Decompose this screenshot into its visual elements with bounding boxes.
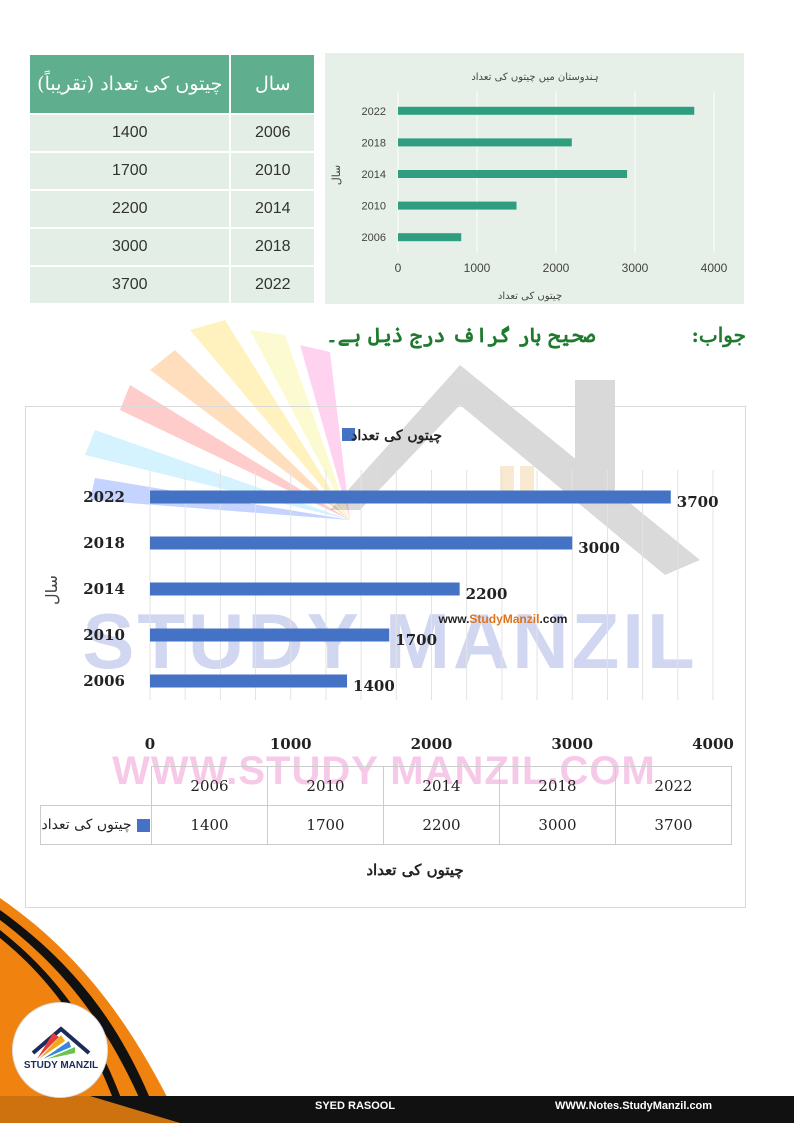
data-table-corner	[40, 766, 152, 806]
cell-count: 3700	[27, 265, 232, 305]
small-chart-title: ہندوستان میں چیتوں کی تعداد	[471, 72, 598, 83]
big-data-label: 2200	[466, 585, 508, 603]
big-chart-bar	[150, 490, 671, 504]
table-row: 3000 2018	[27, 227, 316, 267]
cell-year: 2010	[229, 151, 316, 191]
big-x-tick-label: 4000	[692, 735, 734, 753]
small-y-tick-label: 2022	[362, 106, 386, 118]
cheetah-data-table: چیتوں کی تعداد (تقریباً) سال 1400 2006 1…	[27, 53, 316, 305]
small-chart-bar	[398, 106, 695, 115]
big-data-label: 3700	[677, 493, 719, 511]
big-y-tick-label: 2022	[83, 488, 125, 506]
data-table-year: 2022	[615, 766, 732, 806]
big-chart-bar	[150, 628, 390, 642]
small-y-tick-label: 2018	[362, 137, 386, 149]
big-chart-bar	[150, 536, 573, 550]
cell-count: 1700	[27, 151, 232, 191]
legend-label: چیتوں کی تعداد	[351, 428, 442, 444]
big-chart-xlabel: چیتوں کی تعداد	[366, 861, 464, 879]
footer-graphic	[0, 898, 794, 1123]
watermark-center-url: www.StudyManzil.com	[438, 612, 568, 626]
big-chart-ylabel: سال	[42, 575, 61, 605]
big-chart-frame	[25, 406, 746, 908]
small-bar-chart: ہندوستان میں چیتوں کی تعداد سال چیتوں کی…	[330, 72, 728, 302]
big-data-label: 1700	[395, 631, 437, 649]
footer-author: SYED RASOOL	[315, 1100, 396, 1112]
big-x-tick-label: 1000	[270, 735, 312, 753]
big-y-tick-label: 2006	[83, 672, 125, 690]
small-x-tick-label: 2000	[543, 261, 570, 275]
data-table-value: 3700	[615, 805, 732, 845]
data-table-year: 2006	[151, 766, 268, 806]
data-table-value: 3000	[499, 805, 616, 845]
small-chart-ylabel: سال	[330, 165, 343, 186]
data-table-value: 1400	[151, 805, 268, 845]
footer-orange-base	[0, 1096, 180, 1123]
big-chart-data-table: 2006 2010 2014 2018 2022 چیتوں کی تعداد …	[40, 766, 732, 845]
big-x-tick-label: 0	[145, 735, 155, 753]
small-chart-bar	[398, 138, 572, 147]
small-x-tick-label: 1000	[464, 261, 491, 275]
small-y-tick-label: 2006	[362, 232, 386, 244]
data-table-value: 1700	[267, 805, 384, 845]
small-bar-chart-panel: ہندوستان میں چیتوں کی تعداد سال چیتوں کی…	[325, 53, 744, 304]
data-table-year-row: 2006 2010 2014 2018 2022	[40, 766, 732, 806]
small-chart-bar	[398, 233, 462, 242]
cell-year: 2006	[229, 113, 316, 153]
cell-count: 2200	[27, 189, 232, 229]
logo-text: STUDY MANZIL	[23, 1060, 99, 1071]
small-x-tick-label: 4000	[701, 261, 728, 275]
big-y-tick-label: 2014	[83, 580, 125, 598]
table-row: 1400 2006	[27, 113, 316, 153]
table-row: 2200 2014	[27, 189, 316, 229]
data-table-year: 2010	[267, 766, 384, 806]
header-year: سال	[229, 53, 316, 115]
table-row: 1700 2010	[27, 151, 316, 191]
logo-house-icon	[31, 1026, 91, 1059]
small-y-tick-label: 2014	[362, 169, 386, 181]
legend-swatch	[342, 428, 355, 441]
big-chart-legend: چیتوں کی تعداد	[342, 428, 442, 444]
small-chart-xlabel: چیتوں کی تعداد	[498, 291, 562, 302]
data-table-swatch	[137, 818, 151, 832]
data-table-year: 2014	[383, 766, 500, 806]
big-data-label: 3000	[578, 539, 620, 557]
big-y-tick-label: 2018	[83, 534, 125, 552]
table-row: 3700 2022	[27, 265, 316, 305]
answer-text: صحیح بار گراف درج ذیل ہے۔	[326, 323, 596, 347]
footer-website-link[interactable]: WWW.Notes.StudyManzil.com	[555, 1100, 713, 1112]
small-chart-bar	[398, 170, 628, 178]
small-x-tick-label: 0	[395, 261, 402, 275]
cell-year: 2018	[229, 227, 316, 267]
cell-year: 2014	[229, 189, 316, 229]
small-x-tick-label: 3000	[622, 261, 649, 275]
answer-prefix: جواب:	[691, 323, 746, 347]
big-chart-bar	[150, 582, 460, 596]
big-bar-chart: چیتوں کی تعداد سال 14001700220030003700 …	[42, 428, 734, 753]
big-x-tick-label: 3000	[551, 735, 593, 753]
small-y-tick-label: 2010	[362, 201, 386, 213]
header-count: چیتوں کی تعداد (تقریباً)	[27, 53, 232, 115]
data-table-value: 2200	[383, 805, 500, 845]
big-y-tick-label: 2010	[83, 626, 125, 644]
table-header-row: چیتوں کی تعداد (تقریباً) سال	[27, 53, 316, 115]
big-chart-bar	[150, 674, 348, 688]
data-table-value-row: چیتوں کی تعداد 1400 1700 2200 3000 3700	[40, 805, 732, 845]
big-data-label: 1400	[353, 677, 395, 695]
data-table-series-label: چیتوں کی تعداد	[40, 805, 152, 845]
answer-line: جواب: صحیح بار گراف درج ذیل ہے۔	[326, 316, 746, 354]
cell-count: 1400	[27, 113, 232, 153]
big-x-tick-label: 2000	[411, 735, 453, 753]
cell-year: 2022	[229, 265, 316, 305]
study-manzil-logo: STUDY MANZIL	[12, 1002, 108, 1098]
data-table-year: 2018	[499, 766, 616, 806]
cell-count: 3000	[27, 227, 232, 267]
small-chart-bar	[398, 201, 517, 210]
